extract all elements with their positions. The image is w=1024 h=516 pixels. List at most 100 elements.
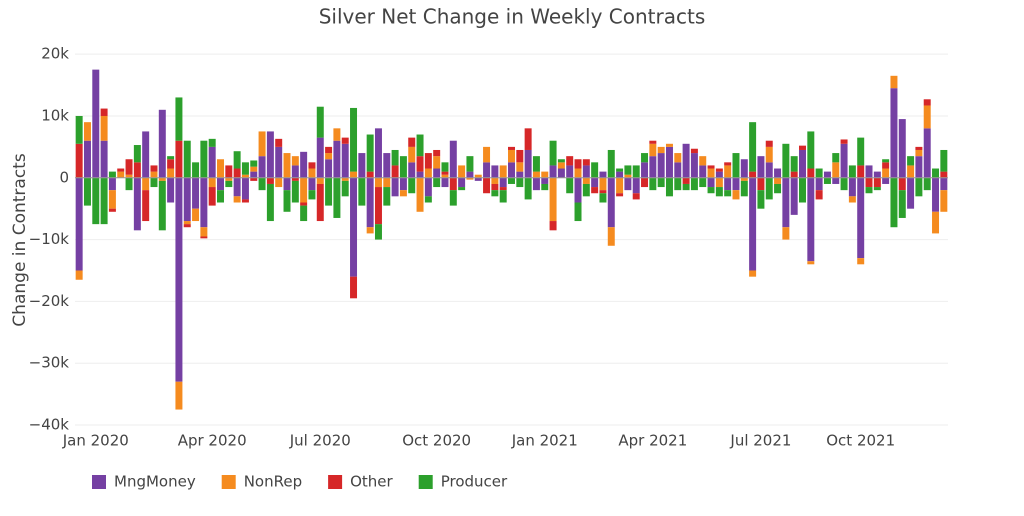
legend-swatch	[221, 475, 236, 489]
bar-segment	[782, 177, 790, 228]
bar-segment	[241, 199, 249, 203]
legend-label: Producer	[441, 473, 508, 491]
bar-segment	[308, 168, 316, 178]
bar-segment	[125, 174, 133, 178]
bar-segment	[632, 165, 640, 178]
bar-segment	[823, 177, 831, 184]
bar-segment	[516, 171, 524, 178]
bar-segment	[424, 196, 432, 203]
bar-segment	[915, 149, 923, 157]
bar-segment	[940, 149, 948, 172]
bar-segment	[133, 177, 141, 231]
bar-segment	[341, 180, 349, 197]
bar-segment	[923, 105, 931, 129]
x-tick-label: Oct 2021	[826, 432, 895, 450]
bar-segment	[183, 224, 191, 228]
bar-segment	[657, 146, 665, 154]
bar-segment	[350, 171, 358, 178]
bar-segment	[740, 159, 748, 178]
bar-segment	[408, 162, 416, 178]
bar-segment	[832, 162, 840, 178]
bar-segment	[757, 190, 765, 209]
bar-segment	[882, 159, 890, 163]
bar-segment	[707, 177, 715, 188]
bar-segment	[192, 208, 200, 222]
bar-segment	[715, 177, 723, 188]
bar-segment	[258, 131, 266, 157]
bar-segment	[674, 177, 682, 191]
bar-segment	[740, 177, 748, 181]
bar-segment	[300, 177, 308, 203]
bar-segment	[75, 177, 83, 271]
bar-segment	[192, 177, 200, 209]
bar-segment	[416, 156, 424, 172]
bar-segment	[557, 159, 565, 163]
bar-segment	[848, 165, 856, 178]
bar-segment	[641, 153, 649, 163]
bar-segment	[832, 153, 840, 163]
bar-segment	[217, 159, 224, 178]
bar-segment	[374, 177, 382, 188]
bar-segment	[566, 156, 574, 166]
bar-segment	[574, 168, 582, 178]
bar-segment	[241, 174, 249, 178]
bar-segment	[616, 168, 624, 172]
bar-segment	[424, 168, 432, 178]
bar-segment	[466, 171, 474, 178]
bar-segment	[491, 165, 499, 178]
bar-segment	[266, 131, 274, 178]
bar-segment	[366, 171, 374, 178]
bar-segment	[341, 137, 349, 144]
bar-segment	[200, 140, 208, 178]
y-tick-label: −10k	[29, 230, 70, 248]
bar-segment	[441, 171, 449, 175]
bar-segment	[433, 149, 441, 157]
bar-segment	[408, 146, 416, 163]
bar-segment	[266, 177, 274, 184]
bar-segment	[699, 156, 707, 166]
bar-segment	[915, 156, 923, 178]
bar-segment	[358, 153, 366, 178]
bar-segment	[466, 177, 474, 180]
bar-segment	[774, 168, 782, 178]
bar-segment	[790, 177, 798, 215]
bar-segment	[208, 187, 216, 206]
bar-segment	[275, 177, 283, 188]
bar-segment	[765, 140, 773, 147]
bar-segment	[582, 159, 590, 166]
bar-segment	[458, 187, 466, 191]
bar-segment	[258, 156, 266, 178]
bar-segment	[75, 143, 83, 178]
bar-segment	[366, 227, 374, 234]
bar-segment	[690, 153, 698, 178]
bar-segment	[225, 177, 233, 181]
bar-segment	[441, 174, 449, 178]
chart-title: Silver Net Change in Weekly Contracts	[319, 5, 706, 29]
bar-segment	[857, 177, 865, 259]
bar-segment	[873, 187, 881, 191]
bar-segment	[108, 208, 116, 212]
bar-segment	[433, 168, 441, 178]
bar-segment	[508, 162, 515, 178]
bar-segment	[241, 162, 249, 175]
y-tick-label: −20k	[29, 292, 70, 310]
bar-segment	[599, 193, 607, 203]
bar-segment	[374, 224, 382, 240]
bar-segment	[582, 165, 590, 178]
bar-segment	[890, 75, 898, 89]
bar-segment	[75, 270, 83, 280]
bar-segment	[383, 187, 391, 206]
bar-segment	[857, 165, 865, 178]
bar-segment	[566, 165, 574, 178]
legend-label: MngMoney	[114, 473, 196, 491]
bar-segment	[233, 196, 241, 203]
bar-segment	[516, 177, 524, 188]
bar-segment	[291, 156, 299, 166]
bar-segment	[840, 177, 848, 191]
bar-segment	[882, 177, 890, 184]
bar-segment	[92, 177, 100, 225]
bar-segment	[474, 174, 482, 178]
bar-segment	[815, 168, 823, 178]
bar-segment	[316, 177, 324, 184]
bar-segment	[241, 177, 249, 200]
